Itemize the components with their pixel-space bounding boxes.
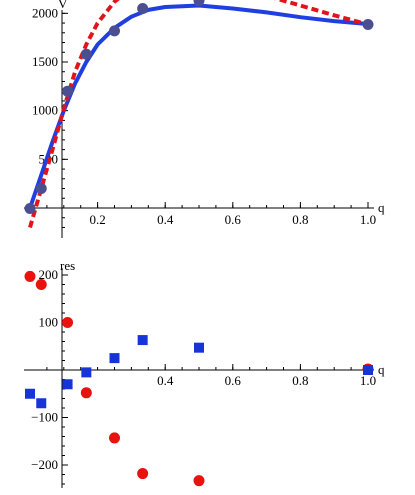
residual-circle-point	[24, 270, 36, 282]
data-point	[80, 48, 92, 60]
data-point	[35, 183, 47, 195]
residual-square-point	[109, 353, 120, 364]
x-tick-label: 1.0	[360, 373, 376, 388]
residual-square-point	[36, 398, 47, 409]
x-tick-label: 1.0	[360, 212, 376, 227]
x-axis-label: q	[378, 362, 385, 377]
residual-square-point	[25, 388, 35, 399]
y-tick-label: −100	[31, 410, 58, 425]
residual-square-point	[363, 365, 373, 375]
x-tick-label: 0.2	[89, 212, 105, 227]
x-tick-label: 0.8	[292, 212, 308, 227]
y-tick-label: 1500	[32, 54, 58, 69]
residual-circle-point	[109, 432, 120, 444]
x-tick-label: 0.4	[157, 212, 174, 227]
data-point	[24, 202, 36, 214]
y-axis-label: res	[60, 258, 75, 273]
x-tick-label: 0.6	[225, 373, 242, 388]
y-tick-label: 100	[39, 315, 59, 330]
residual-square-point	[62, 379, 73, 390]
y-tick-label: 1000	[32, 103, 58, 118]
residual-circle-point	[35, 279, 47, 290]
residual-square-point	[194, 342, 204, 353]
x-axis-label: q	[378, 200, 385, 215]
data-point	[62, 85, 74, 97]
residual-circle-point	[193, 475, 205, 487]
bottom-panel-residuals-plot: −200 −100 100 200 0.4 0.6 0.8 1.0q res	[24, 258, 385, 488]
y-axis-label: V	[58, 0, 68, 11]
data-point	[362, 19, 374, 31]
residual-square-point	[81, 367, 92, 378]
x-tick-label: 0.6	[225, 212, 242, 227]
fit-curve-dashed	[28, 0, 369, 229]
residual-square-point	[137, 335, 148, 346]
y-tick-label: 2000	[32, 5, 58, 20]
residual-circle-point	[62, 317, 74, 328]
residual-circle-point	[80, 387, 92, 399]
fit-curve-solid	[28, 3, 370, 210]
y-tick-label: 200	[39, 267, 59, 282]
data-point	[193, 0, 205, 7]
data-point	[137, 2, 149, 14]
data-point	[109, 25, 120, 37]
x-tick-label: 0.8	[292, 373, 308, 388]
y-tick-label: −200	[31, 457, 58, 472]
x-tick-label: 0.4	[157, 373, 174, 388]
residual-circle-point	[137, 468, 149, 480]
